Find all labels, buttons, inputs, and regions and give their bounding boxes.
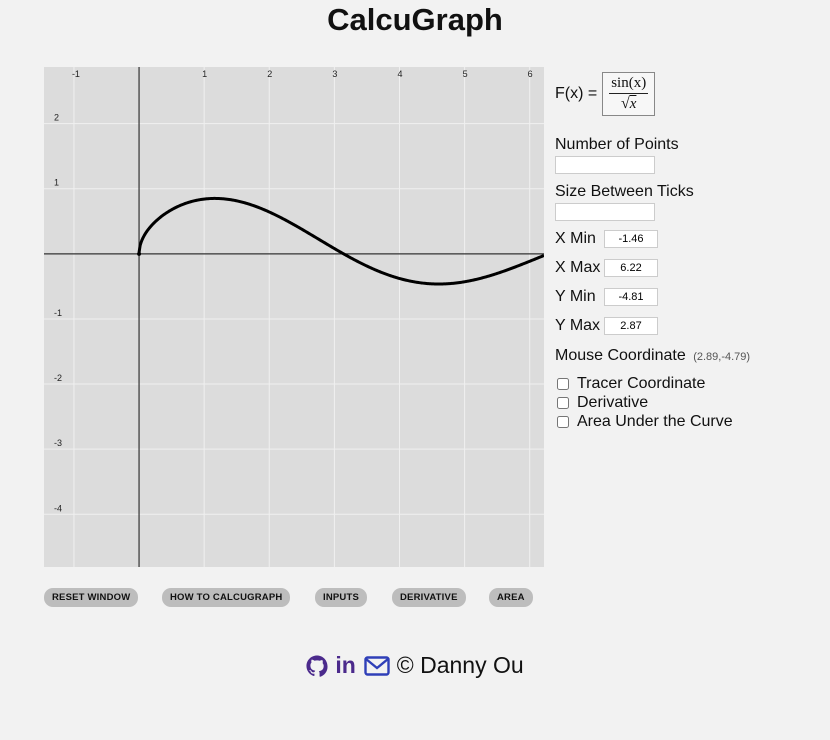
derivative-option[interactable]: Derivative: [557, 394, 648, 412]
area-checkbox[interactable]: [557, 416, 569, 428]
y-tick-label: 1: [54, 178, 59, 188]
y-min-row: Y Min: [555, 288, 658, 306]
function-denominator-var: x: [629, 96, 637, 112]
x-tick-label: 5: [463, 69, 468, 79]
y-tick-label: 2: [54, 113, 59, 123]
area-button[interactable]: AREA: [489, 588, 533, 607]
graph-canvas[interactable]: -1 1 2 3 4 5 6 2 1 -1 -2 -3 -4: [44, 67, 544, 567]
y-min-input[interactable]: [604, 288, 658, 306]
linkedin-icon[interactable]: in: [335, 652, 356, 678]
y-max-row: Y Max: [555, 317, 658, 335]
function-label: F(x) =: [555, 85, 598, 102]
x-tick-label: 4: [397, 69, 402, 79]
function-display[interactable]: sin(x) √x: [602, 72, 656, 116]
tracer-checkbox[interactable]: [557, 378, 569, 390]
mouse-coordinate-row: Mouse Coordinate (2.89,-4.79): [555, 347, 750, 365]
mouse-coordinate-value: (2.89,-4.79): [693, 351, 751, 363]
derivative-label: Derivative: [577, 394, 649, 411]
x-tick-label: 2: [267, 69, 272, 79]
tracer-label: Tracer Coordinate: [577, 375, 706, 392]
x-min-row: X Min: [555, 230, 658, 248]
x-tick-label: 1: [202, 69, 207, 79]
x-tick-label: -1: [72, 69, 80, 79]
mouse-coordinate-label: Mouse Coordinate: [555, 347, 686, 364]
function-denominator: √x: [621, 94, 636, 113]
y-max-label: Y Max: [555, 317, 601, 334]
x-min-input[interactable]: [604, 230, 658, 248]
x-min-label: X Min: [555, 230, 596, 247]
how-to-button[interactable]: HOW TO CALCUGRAPH: [162, 588, 291, 607]
x-max-row: X Max: [555, 259, 658, 277]
area-option[interactable]: Area Under the Curve: [557, 413, 733, 431]
x-max-label: X Max: [555, 259, 601, 276]
num-points-label: Number of Points: [555, 136, 679, 153]
copyright-text: © Danny Ou: [396, 652, 524, 678]
tick-size-label: Size Between Ticks: [555, 183, 694, 200]
app-title: CalcuGraph: [327, 2, 503, 37]
graph-svg: -1 1 2 3 4 5 6 2 1 -1 -2 -3 -4: [44, 67, 544, 567]
y-tick-label: -3: [54, 438, 62, 448]
derivative-button[interactable]: DERIVATIVE: [392, 588, 466, 607]
y-tick-label: -4: [54, 503, 62, 513]
y-max-input[interactable]: [604, 317, 658, 335]
area-label: Area Under the Curve: [577, 413, 733, 430]
sqrt-icon: √: [620, 95, 630, 112]
origin-point: [137, 251, 142, 256]
y-tick-label: -1: [54, 308, 62, 318]
function-row: F(x) = sin(x) √x: [555, 72, 656, 116]
tracer-option[interactable]: Tracer Coordinate: [557, 375, 705, 393]
y-min-label: Y Min: [555, 288, 596, 305]
derivative-checkbox[interactable]: [557, 397, 569, 409]
function-curve: [137, 196, 544, 286]
y-tick-label: -2: [54, 373, 62, 383]
footer: in © Danny Ou: [0, 652, 830, 679]
reset-window-button[interactable]: RESET WINDOW: [44, 588, 139, 607]
function-numerator: sin(x): [609, 75, 649, 94]
mail-icon[interactable]: [364, 655, 390, 676]
inputs-button[interactable]: INPUTS: [315, 588, 368, 607]
x-tick-label: 3: [332, 69, 337, 79]
x-tick-label: 6: [528, 69, 533, 79]
x-max-input[interactable]: [604, 259, 658, 277]
github-icon[interactable]: [306, 654, 328, 677]
num-points-input[interactable]: [555, 156, 655, 174]
tick-size-input[interactable]: [555, 203, 655, 221]
